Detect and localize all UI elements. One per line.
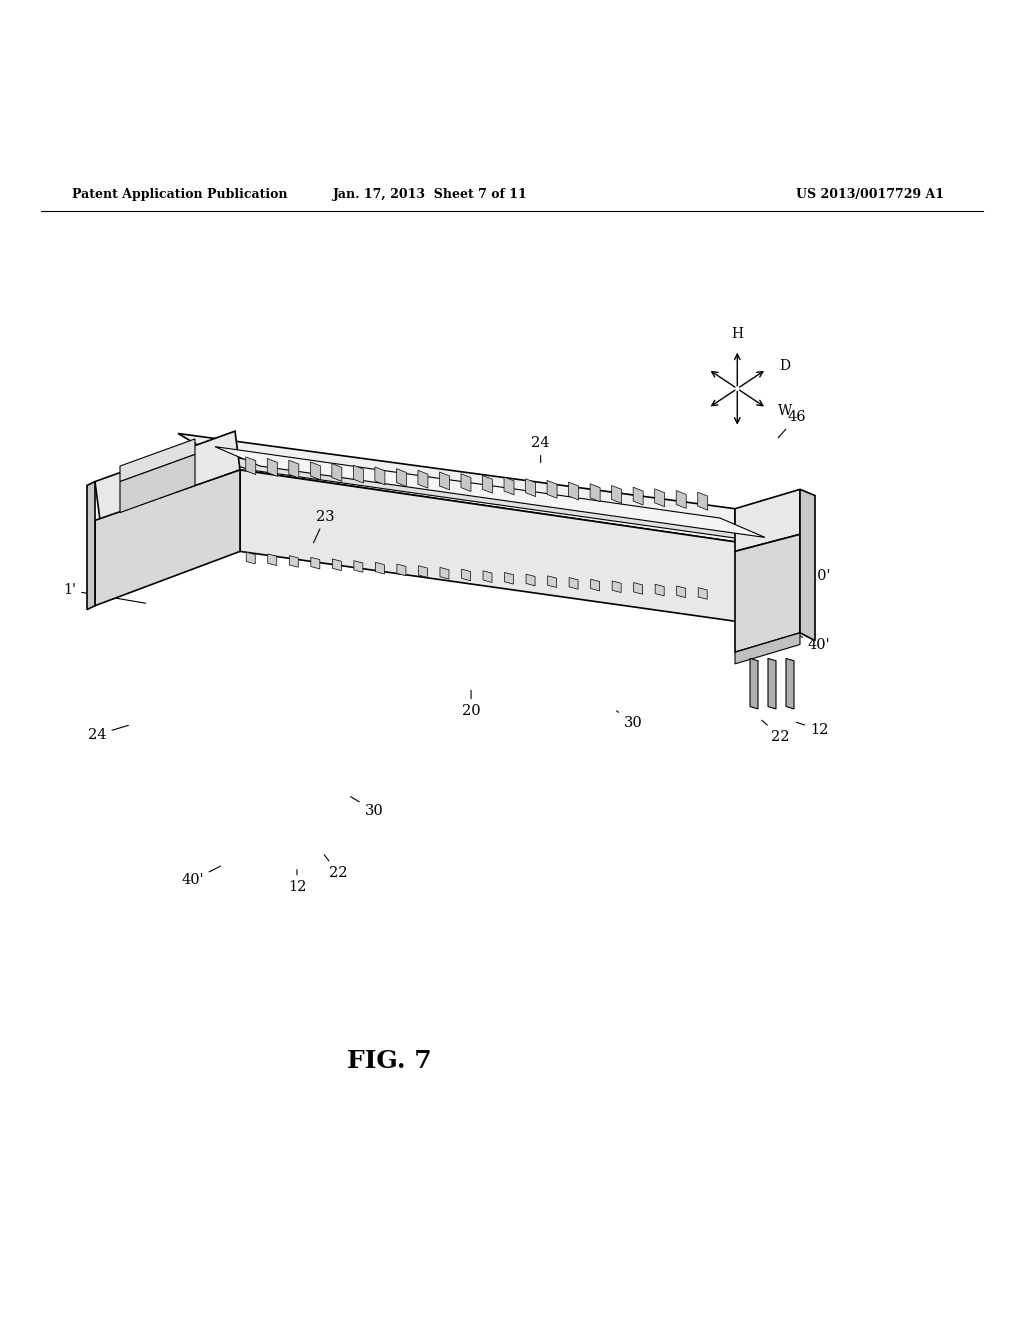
Polygon shape (311, 557, 319, 569)
Polygon shape (120, 440, 195, 482)
Polygon shape (461, 474, 471, 491)
Text: Jan. 17, 2013  Sheet 7 of 11: Jan. 17, 2013 Sheet 7 of 11 (333, 187, 527, 201)
Text: 10': 10' (776, 569, 830, 583)
Polygon shape (483, 570, 492, 582)
Polygon shape (504, 477, 514, 495)
Polygon shape (611, 486, 622, 503)
Polygon shape (246, 552, 255, 564)
Polygon shape (655, 585, 665, 595)
Text: 23: 23 (313, 510, 335, 543)
Text: 40': 40' (794, 634, 830, 652)
Polygon shape (440, 568, 449, 579)
Text: 12: 12 (288, 870, 306, 895)
Polygon shape (568, 482, 579, 500)
Text: 24: 24 (531, 436, 550, 462)
Text: D: D (779, 359, 791, 374)
Polygon shape (289, 461, 299, 478)
Text: 46: 46 (778, 411, 806, 438)
Polygon shape (95, 432, 240, 520)
Polygon shape (397, 564, 406, 576)
Text: 22: 22 (325, 855, 347, 880)
Polygon shape (634, 582, 643, 594)
Polygon shape (735, 535, 800, 652)
Polygon shape (246, 457, 256, 475)
Polygon shape (353, 465, 364, 483)
Polygon shape (654, 488, 665, 507)
Polygon shape (698, 587, 708, 599)
Polygon shape (120, 454, 195, 512)
Polygon shape (439, 473, 450, 490)
Text: 24: 24 (88, 725, 128, 742)
Polygon shape (267, 458, 278, 477)
Polygon shape (786, 659, 794, 709)
Text: 40': 40' (181, 866, 221, 887)
Polygon shape (569, 578, 579, 589)
Text: US 2013/0017729 A1: US 2013/0017729 A1 (797, 187, 944, 201)
Polygon shape (505, 573, 513, 585)
Polygon shape (525, 479, 536, 496)
Polygon shape (240, 470, 790, 628)
Polygon shape (178, 433, 790, 550)
Text: H: H (731, 327, 743, 342)
Polygon shape (677, 586, 686, 598)
Polygon shape (332, 463, 342, 482)
Polygon shape (215, 446, 765, 537)
Polygon shape (591, 579, 600, 591)
Polygon shape (735, 490, 800, 552)
Text: 22: 22 (762, 721, 790, 743)
Text: 1': 1' (63, 583, 145, 603)
Polygon shape (482, 475, 493, 494)
Polygon shape (418, 470, 428, 488)
Text: FIG. 7: FIG. 7 (347, 1049, 431, 1073)
Text: W: W (778, 404, 792, 418)
Polygon shape (590, 484, 600, 502)
Polygon shape (95, 470, 240, 606)
Polygon shape (87, 482, 95, 610)
Text: 12: 12 (797, 722, 828, 737)
Polygon shape (375, 467, 385, 484)
Polygon shape (676, 491, 686, 508)
Polygon shape (396, 469, 407, 487)
Polygon shape (376, 562, 384, 574)
Polygon shape (333, 558, 341, 570)
Polygon shape (800, 490, 815, 640)
Polygon shape (750, 659, 758, 709)
Polygon shape (735, 508, 790, 628)
Text: 20: 20 (462, 690, 480, 718)
Polygon shape (735, 632, 800, 664)
Polygon shape (462, 569, 470, 581)
Polygon shape (697, 492, 708, 510)
Polygon shape (526, 574, 536, 586)
Polygon shape (419, 566, 427, 577)
Text: 30: 30 (616, 711, 642, 730)
Text: 30: 30 (350, 796, 383, 817)
Polygon shape (633, 487, 643, 506)
Polygon shape (354, 561, 362, 573)
Polygon shape (195, 451, 775, 544)
Text: Patent Application Publication: Patent Application Publication (72, 187, 287, 201)
Polygon shape (310, 462, 321, 479)
Polygon shape (548, 576, 557, 587)
Polygon shape (290, 556, 298, 568)
Polygon shape (768, 659, 776, 709)
Polygon shape (268, 554, 276, 565)
Polygon shape (612, 581, 622, 593)
Polygon shape (547, 480, 557, 498)
